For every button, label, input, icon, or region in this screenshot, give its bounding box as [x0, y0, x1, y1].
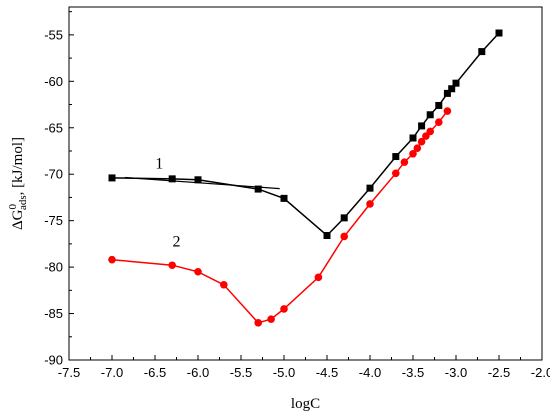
data-point: [168, 261, 176, 270]
data-point: [400, 158, 409, 166]
data-point: [426, 127, 435, 136]
x-tick-label: -2.0: [531, 365, 550, 380]
x-tick-label: -7.5: [58, 365, 80, 380]
data-point: [194, 267, 202, 276]
data-point: [254, 319, 262, 327]
data-point: [495, 29, 503, 37]
data-point: [417, 137, 426, 146]
y-axis-title-unit: , [kJ/mol]: [10, 137, 26, 195]
x-axis-title: logC: [291, 396, 320, 412]
data-point: [409, 134, 417, 142]
x-tick-label: -7.0: [101, 365, 123, 380]
x-tick-label: -3.5: [402, 365, 424, 380]
series-labels: 12: [124, 156, 280, 251]
data-point: [340, 232, 349, 241]
data-point: [435, 101, 443, 109]
data-point: [366, 200, 374, 208]
data-point: [340, 214, 348, 222]
data-point: [418, 122, 426, 130]
x-tick-label: -4.0: [359, 365, 381, 380]
data-point: [392, 169, 400, 178]
data-point: [108, 255, 116, 264]
data-point: [280, 194, 288, 202]
data-point: [314, 273, 323, 282]
y-tick-label: -60: [44, 74, 63, 89]
series-layer: [108, 29, 503, 327]
y-axis: -55 -60 -65 -70 -75 -80 -85 -90: [44, 11, 74, 368]
x-axis: -7.5 -7.0 -6.5 -6.0 -5.5 -5.0 -4.5 -4.0 -3.5 -3.0…: [58, 355, 550, 380]
y-tick-label: -80: [44, 260, 63, 275]
y-axis-title: ΔG0ads, [kJ/mol]: [7, 137, 29, 230]
series-1: [108, 29, 503, 240]
y-tick-label: -75: [44, 213, 63, 228]
x-tick-label: -2.5: [488, 365, 510, 380]
y-tick-label: -90: [44, 353, 63, 368]
data-point: [392, 153, 400, 161]
data-point: [280, 305, 288, 313]
data-point: [194, 176, 202, 184]
data-point: [366, 184, 374, 192]
series-1-line: [111, 32, 500, 237]
series-1-label: 1: [155, 156, 163, 173]
data-point: [413, 144, 422, 152]
x-tick-label: -6.5: [144, 365, 166, 380]
data-point: [409, 149, 417, 158]
plot-frame: [68, 6, 543, 361]
data-point: [443, 89, 451, 97]
data-point: [426, 111, 434, 119]
plot-border: [68, 6, 543, 361]
series-2: [108, 107, 452, 327]
data-point: [323, 232, 331, 240]
y-tick-label: -70: [44, 167, 63, 182]
data-point: [452, 79, 460, 87]
series-2-label: 2: [173, 234, 181, 251]
data-point: [267, 315, 275, 323]
data-point: [220, 280, 228, 289]
y-tick-label: -65: [44, 120, 63, 135]
y-tick-label: -85: [44, 306, 63, 321]
y-axis-title-symbol: ΔG: [10, 209, 26, 230]
y-tick-label: -55: [44, 27, 63, 42]
data-point: [443, 107, 452, 115]
data-point: [478, 48, 486, 56]
x-tick-label: -3.0: [445, 365, 467, 380]
x-tick-label: -5.0: [273, 365, 295, 380]
data-point: [448, 85, 456, 93]
series-2-line: [111, 110, 448, 324]
x-tick-label: -4.5: [316, 365, 338, 380]
series-1-label-line: [124, 176, 280, 190]
y-axis-title-subscript: ads: [17, 195, 29, 210]
x-tick-label: -6.0: [187, 365, 209, 380]
y-axis-title-superscript: 0: [7, 204, 19, 210]
x-tick-label: -5.5: [230, 365, 252, 380]
data-point: [254, 185, 262, 193]
data-point: [435, 118, 443, 126]
data-point: [168, 175, 176, 183]
data-point: [108, 174, 116, 182]
